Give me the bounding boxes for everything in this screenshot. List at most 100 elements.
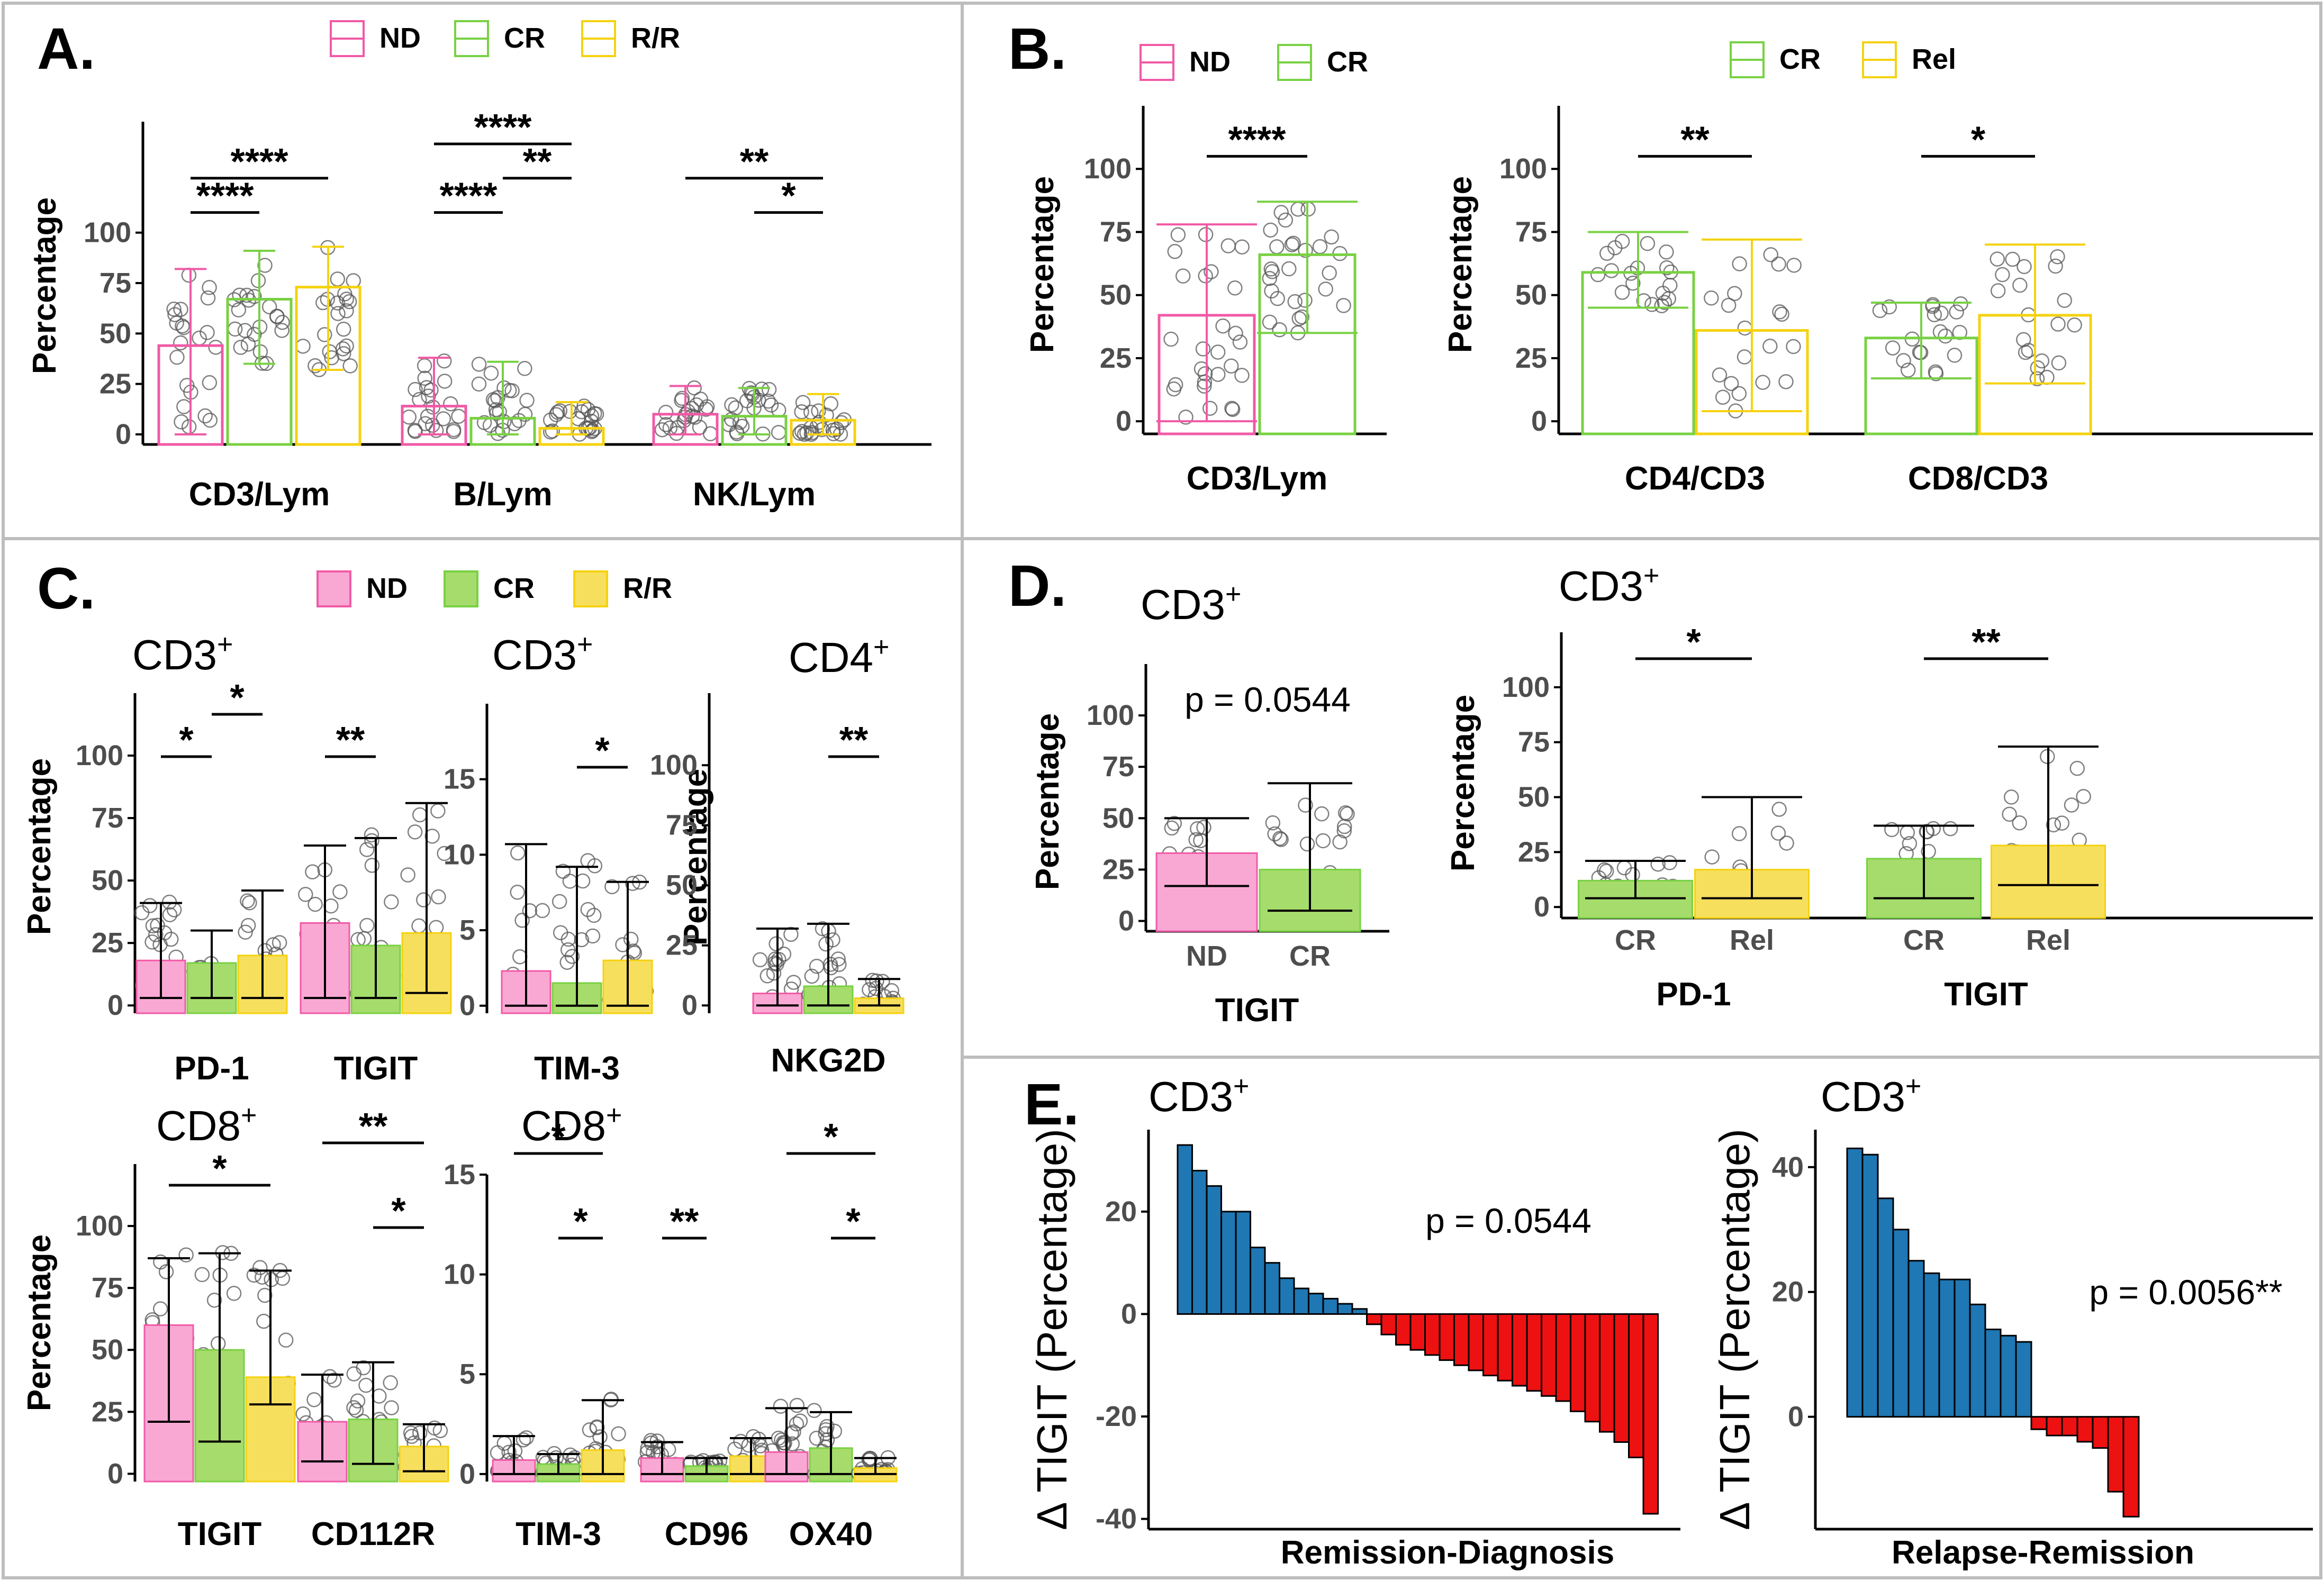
panel-a-0-0-point — [173, 302, 188, 317]
panel-e-0-xlabel: Remission-Diagnosis — [1281, 1534, 1614, 1571]
panel-a-2-1-point — [729, 424, 744, 440]
panel-d-2-ytick-label-0: 0 — [1534, 891, 1550, 923]
panel-d-1-0-point — [1190, 821, 1205, 837]
panel-a-0-2-point — [341, 294, 357, 310]
panel-b-2-1-0-point — [1925, 297, 1941, 313]
panel-a-0-2-point — [339, 303, 354, 319]
panel-c-2-sig-0-label: ** — [839, 719, 869, 760]
panel-e-1-bar-13 — [2046, 1416, 2063, 1437]
panel-b-2-1-0-point — [1947, 348, 1963, 363]
panel-e-0-bar-4 — [1235, 1211, 1251, 1315]
panel-e-1-bar-18 — [2122, 1416, 2140, 1518]
panel-e-1-bar-3 — [1892, 1229, 1910, 1418]
panel-c-0-1-1-point — [364, 827, 379, 843]
panel-c-3-1-2-point — [412, 1425, 428, 1441]
panel-b-1-0-point — [1210, 367, 1226, 382]
panel-c-4-sig-2-label: ** — [670, 1201, 699, 1242]
panel-a-1-0-point — [417, 358, 432, 374]
panel-e-1-ytick-label-1: 20 — [1772, 1276, 1804, 1308]
panel-b-1-1-point — [1322, 265, 1337, 281]
panel-e-1-bar-2 — [1877, 1197, 1894, 1418]
panel-a-0-2-point — [322, 344, 337, 360]
panel-d-2-0-0-point — [1598, 864, 1614, 879]
panel-c-legend-2-label: R/R — [623, 573, 672, 604]
panel-c-4-2-0-point — [773, 1398, 789, 1414]
panel-c-0-1-0-point — [298, 887, 313, 902]
panel-c-4-title: CD8+ — [521, 1100, 622, 1149]
panel-b-2-0-0-point — [1657, 295, 1672, 310]
panel-a-1-1-point — [476, 415, 492, 431]
panel-a-1-2-point — [552, 403, 568, 419]
panel-c-4-0-0-point — [501, 1444, 517, 1460]
panel-e-1-bar-14 — [2061, 1416, 2078, 1437]
panel-b-2-0-1-point — [1712, 367, 1728, 383]
panel-c-0-1-1-point — [364, 858, 380, 873]
panel-a-1-0-point — [417, 370, 432, 386]
panel-a-2-2-point — [795, 395, 811, 411]
panel-b-1-1-point — [1298, 242, 1313, 258]
panel-c-2-0-1-point — [804, 968, 820, 984]
panel-e-1-bar-12 — [2030, 1416, 2048, 1430]
panel-b-1-0-point — [1167, 243, 1183, 259]
panel-c-0-ytick-label-2: 50 — [92, 865, 123, 896]
panel-e-0-bar-1 — [1191, 1169, 1208, 1315]
panel-a-1-0-point — [446, 424, 462, 439]
panel-c-3-xcat-1: CD112R — [311, 1516, 435, 1552]
panel-c-0-0-0-point — [148, 927, 164, 942]
panel-e-0-bar-10 — [1322, 1297, 1339, 1315]
panel-a-2-1-point — [724, 412, 739, 428]
panel-a-legend-0-label: ND — [379, 22, 421, 54]
panel-c-1-0-2-point — [625, 876, 640, 891]
panel-a-2-0-point — [689, 397, 704, 413]
panel-e-1-bar-15 — [2076, 1416, 2094, 1443]
panel-e-0-bar-22 — [1497, 1313, 1513, 1382]
panel-c-2-0-0-point — [766, 965, 782, 981]
panel-d-2-1-0-point — [1902, 836, 1918, 851]
panel-a-1-1-point — [471, 357, 487, 372]
panel-c-4-sig-3-label: * — [846, 1201, 861, 1242]
panel-c-4-0-2-point — [611, 1426, 626, 1442]
panel-b-1-0-point — [1197, 366, 1213, 381]
panel-c-4-2-0-point — [771, 1430, 786, 1446]
panel-a-2-1-point — [724, 397, 739, 413]
panel-a-ytick-label-2: 50 — [100, 317, 131, 349]
panel-c-1-sig-0-label: * — [595, 730, 610, 771]
panel-a-2-1-point — [728, 400, 744, 416]
panel-c-0-0-0-point — [163, 931, 179, 947]
panel-c-3-0-0-point — [158, 1264, 174, 1279]
panel-b-2-1-0-point — [1885, 340, 1901, 356]
panel-b-2-1-1-point — [2048, 258, 2063, 274]
panel-a-0-2-point — [336, 321, 351, 337]
panel-e-1-bar-7 — [1954, 1278, 1971, 1418]
panel-b-2-ytick-label-1: 25 — [1515, 342, 1547, 374]
panel-b-2-1-1-point — [2029, 371, 2045, 387]
panel-b-1-0-point — [1223, 358, 1239, 374]
panel-b-2-1-1-point — [1995, 267, 2010, 283]
panel-e-0-bar-16 — [1409, 1313, 1426, 1351]
panel-e-0-bar-23 — [1512, 1313, 1528, 1387]
panel-d-2-xlabel-1: TIGIT — [1944, 976, 2028, 1013]
panel-c-1-ytick-label-0: 0 — [459, 990, 475, 1022]
panel-a-1-2-point — [580, 402, 596, 417]
panel-b-label: B. — [1008, 16, 1066, 81]
panel-b-1-1-point — [1263, 261, 1279, 277]
panel-b-2-1-1-point — [2012, 277, 2028, 293]
panel-c-0-0-2-point — [238, 924, 253, 940]
panel-b-2-1-1-point — [2030, 360, 2046, 376]
panel-a-1-0-point — [408, 381, 423, 397]
panel-c-2-0-1-point — [831, 957, 847, 973]
panel-b-2-xcat-0: CD4/CD3 — [1625, 460, 1765, 497]
panel-b-1-ytick-label-4: 100 — [1084, 153, 1132, 185]
panel-e-1-bar-10 — [2000, 1334, 2017, 1418]
panel-e-0-ytick-label-0: -40 — [1096, 1503, 1137, 1535]
panel-b-1-0-point — [1232, 334, 1248, 350]
panel-c-3-1-1-point — [383, 1375, 398, 1391]
panel-b-1-ytick-label-2: 50 — [1100, 279, 1132, 311]
panel-c-3-ytick-label-1: 25 — [92, 1396, 123, 1428]
panel-d-2-1-1-point — [2002, 806, 2017, 822]
panel-d-1-ytick-label-1: 25 — [1102, 853, 1134, 885]
panel-b-2-1-0-point — [1896, 353, 1911, 368]
panel-b-legend-rel-label: Rel — [1912, 43, 1956, 75]
panel-a-0-0-point — [197, 408, 213, 424]
panel-e-0-bar-31 — [1628, 1313, 1644, 1458]
